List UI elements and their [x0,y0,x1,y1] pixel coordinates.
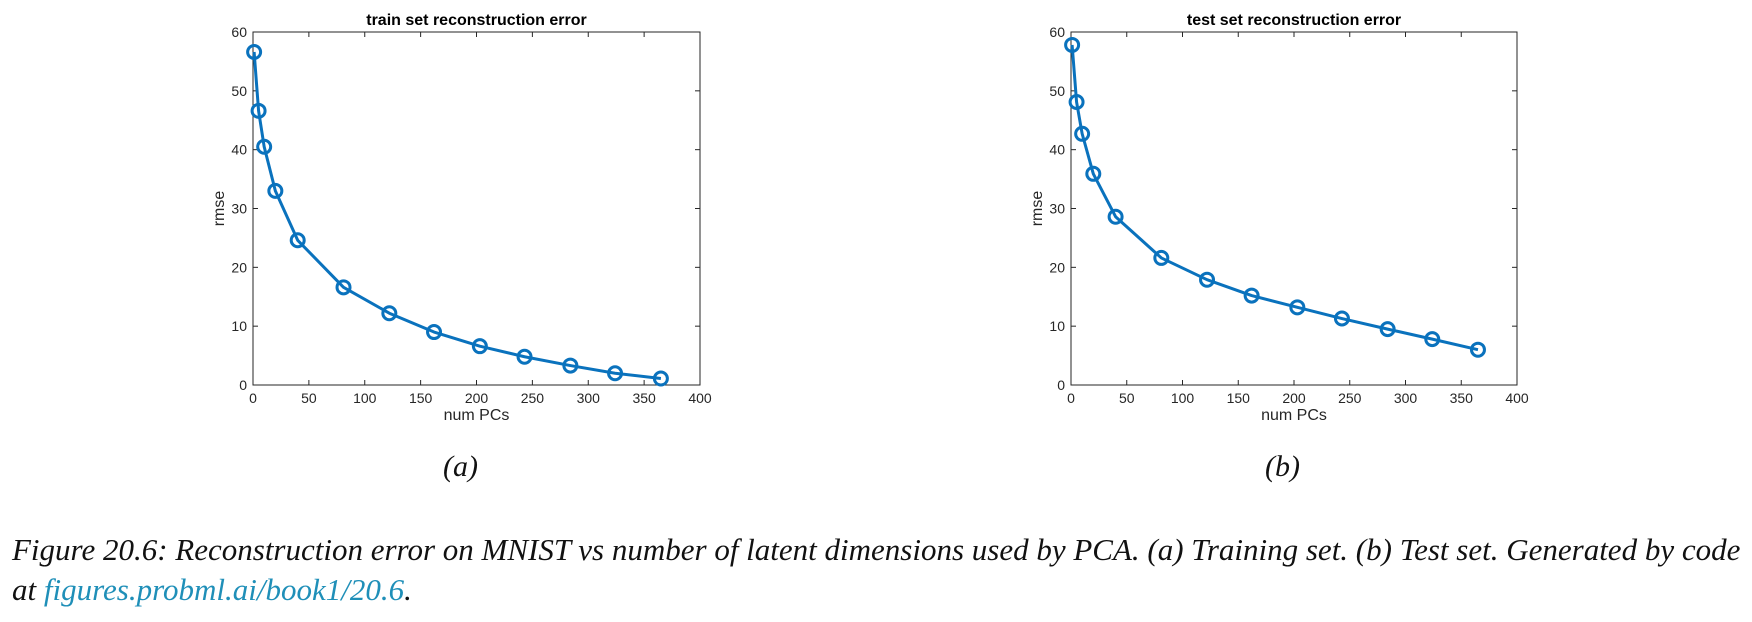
data-point [607,365,624,382]
x-axis-label: num PCs [1261,407,1327,424]
panel-label-a: (a) [443,450,478,483]
y-tick-label: 30 [1049,201,1065,217]
data-point [516,348,533,365]
chart-title: test set reconstruction error [1187,12,1401,29]
x-tick-label: 100 [1171,390,1195,406]
y-tick-label: 20 [231,259,247,275]
data-point [289,232,306,249]
y-tick-label: 40 [1049,142,1065,158]
x-tick-label: 250 [521,390,545,406]
data-point [1469,341,1486,358]
data-point [1064,36,1081,53]
x-tick-label: 200 [1282,390,1306,406]
x-tick-label: 0 [249,390,257,406]
chart-test: 0 50 100 150 200 250 300 350 400 0 10 20 30 40 50 60 tes… [1029,12,1529,424]
y-tick-label: 30 [231,201,247,217]
x-tick-label: 350 [1450,390,1474,406]
plot-frame [252,31,701,386]
caption-text: Figure 20.6: Reconstruction error on MNI… [12,532,1741,607]
x-tick-label: 50 [1119,390,1135,406]
chart-train: 0 50 100 150 200 250 300 350 400 0 10 20 30 40 50 60 tra… [211,12,712,424]
data-point [1199,271,1216,288]
caption-link[interactable]: figures.probml.ai/book1/20.6 [43,572,405,607]
x-tick-label: 100 [353,390,377,406]
y-tick-label: 10 [231,318,247,334]
data-point [256,138,273,155]
data-point [1074,125,1091,142]
y-tick-label: 40 [231,142,247,158]
y-tick-label: 0 [239,377,247,393]
x-tick-label: 350 [632,390,656,406]
x-tick-label: 200 [465,390,489,406]
series-line [1070,44,1479,352]
data-point [1107,208,1124,225]
caption-end: . [404,572,412,607]
panel-label-b: (b) [1265,450,1300,483]
data-point [267,182,284,199]
series-line [252,51,662,381]
data-point [426,324,443,341]
x-tick-label: 400 [1505,390,1529,406]
data-point [1424,331,1441,348]
data-point [1243,287,1260,304]
data-point [1289,299,1306,316]
y-axis-label: rmse [1029,191,1046,227]
figure-caption: Figure 20.6: Reconstruction error on MNI… [12,530,1747,610]
figure-canvas: 0 50 100 150 200 250 300 350 4000102030405060tra… [211,12,1529,424]
x-tick-label: 250 [1338,390,1362,406]
y-tick-label: 0 [1057,377,1065,393]
x-tick-label: 150 [409,390,433,406]
plot-frame [1070,31,1518,386]
y-tick-label: 50 [231,83,247,99]
y-tick-label: 10 [1049,318,1065,334]
data-point [652,370,669,387]
y-tick-label: 20 [1049,259,1065,275]
x-tick-label: 150 [1227,390,1251,406]
x-axis-label: num PCs [444,407,510,424]
x-tick-label: 300 [1394,390,1418,406]
y-tick-label: 50 [1049,83,1065,99]
data-point [562,357,579,374]
x-tick-label: 300 [577,390,601,406]
data-point [471,338,488,355]
data-point [246,44,263,61]
data-point [1333,310,1350,327]
y-tick-label: 60 [231,24,247,40]
data-point [1153,249,1170,266]
y-axis-label: rmse [211,191,228,227]
data-point [1068,94,1085,111]
chart-title: train set reconstruction error [366,12,587,29]
data-point [1085,165,1102,182]
data-point [1379,321,1396,338]
x-tick-label: 400 [688,390,712,406]
y-tick-label: 60 [1049,24,1065,40]
data-point [335,279,352,296]
data-point [250,102,267,119]
x-tick-label: 50 [301,390,317,406]
data-point [381,305,398,322]
x-tick-label: 0 [1067,390,1075,406]
